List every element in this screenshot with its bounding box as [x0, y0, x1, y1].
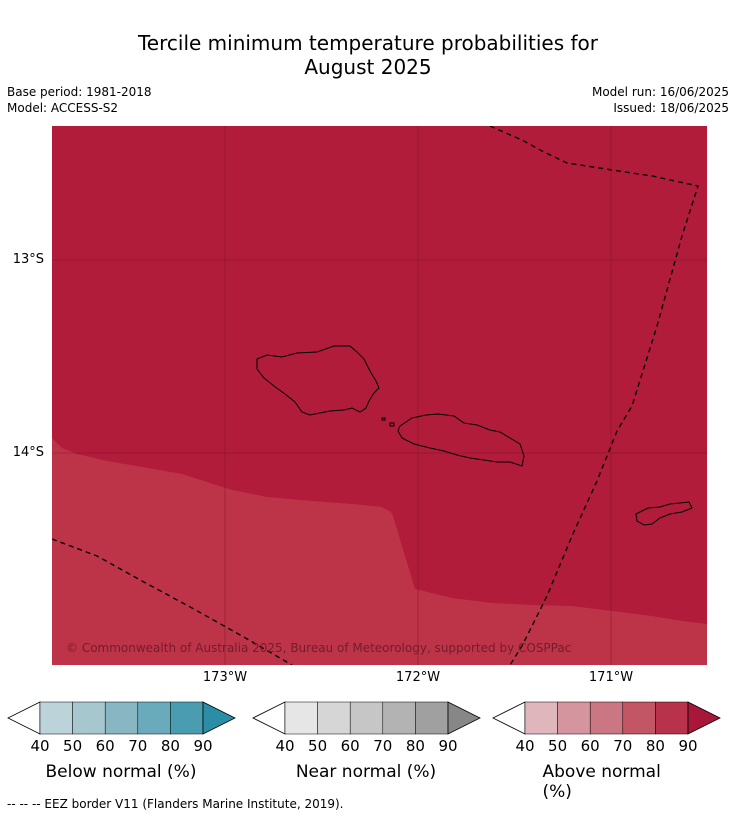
colorbar-title-near: Near normal (%) — [295, 762, 437, 782]
colorbar-tick-label: 70 — [373, 737, 393, 755]
above-70-region — [52, 438, 707, 665]
manono-islet — [381, 417, 386, 421]
colorbar-cell — [284, 701, 318, 735]
graticule — [52, 126, 707, 665]
colorbar-max-triangle — [202, 701, 236, 735]
copyright-notice: © Commonwealth of Australia 2025, Bureau… — [66, 641, 572, 655]
colorbar-tick-label: 60 — [340, 737, 360, 755]
colorbar-tick-label: 80 — [645, 737, 665, 755]
colorbar-cell — [655, 701, 689, 735]
map-svg — [52, 126, 707, 665]
colorbar-tick-label: 60 — [95, 737, 115, 755]
colorbar-cell — [415, 701, 449, 735]
colorbar-cell — [382, 701, 416, 735]
colorbar-min-triangle — [252, 701, 286, 735]
colorbar-min-triangle — [492, 701, 526, 735]
colorbar-cell — [349, 701, 384, 735]
colorbar-cell — [317, 701, 351, 735]
colorbar-tick-label: 90 — [193, 737, 213, 755]
colorbars-svg — [7, 701, 721, 735]
colorbar-below-normal — [7, 701, 236, 735]
colorbar-cell — [104, 701, 139, 735]
colorbar-tick-label: 80 — [405, 737, 425, 755]
issued-date: Issued: 18/06/2025 — [613, 101, 729, 115]
colorbar-cell — [137, 701, 171, 735]
colorbar-title-below: Below normal (%) — [45, 762, 197, 782]
colorbar-tick-label: 90 — [678, 737, 698, 755]
colorbar-near-normal — [252, 701, 481, 735]
eez-border — [52, 126, 699, 665]
map-panel[interactable] — [52, 126, 707, 665]
colorbar-cell — [72, 701, 106, 735]
apolima-islet — [389, 422, 395, 427]
savaii-island — [256, 345, 380, 416]
lat-label-14s: 14°S — [12, 445, 44, 460]
colorbar-tick-label: 70 — [128, 737, 148, 755]
colorbar-title-above: Above normal (%) — [542, 762, 661, 802]
colorbar-tick-label: 60 — [580, 737, 600, 755]
lon-label-173w: 173°W — [202, 670, 248, 685]
colorbar-tick-label: 90 — [438, 737, 458, 755]
colorbar-tick-label: 40 — [515, 737, 535, 755]
colorbar-cell — [524, 701, 558, 735]
colorbar-tick-label: 40 — [30, 737, 50, 755]
colorbar-max-triangle — [687, 701, 721, 735]
colorbar-cell — [39, 701, 73, 735]
colorbar-tick-label: 80 — [160, 737, 180, 755]
colorbar-cell — [557, 701, 591, 735]
coastline-islands — [256, 345, 693, 526]
colorbar-cell — [170, 701, 204, 735]
colorbar-cell — [589, 701, 624, 735]
tutuila-island — [635, 501, 693, 526]
map-title-line2: August 2025 — [304, 55, 432, 79]
colorbar-min-triangle — [7, 701, 41, 735]
colorbar-cell — [622, 701, 656, 735]
colorbar-tick-label: 50 — [308, 737, 328, 755]
lon-label-171w: 171°W — [588, 670, 634, 685]
colorbar-max-triangle — [447, 701, 481, 735]
model-name: Model: ACCESS-S2 — [7, 101, 119, 115]
map-title-line1: Tercile minimum temperature probabilitie… — [137, 31, 599, 55]
base-period: Base period: 1981-2018 — [7, 85, 152, 99]
model-run: Model run: 16/06/2025 — [591, 85, 729, 99]
lat-label-13s: 13°S — [12, 252, 44, 267]
colorbar-tick-label: 40 — [275, 737, 295, 755]
colorbar-tick-label: 70 — [613, 737, 633, 755]
upolu-island — [397, 413, 525, 467]
lon-label-172w: 172°W — [395, 670, 441, 685]
eez-footnote: -- -- -- EEZ border V11 (Flanders Marine… — [7, 797, 344, 811]
colorbar-above-normal — [492, 701, 721, 735]
colorbar-tick-label: 50 — [63, 737, 83, 755]
colorbar-tick-label: 50 — [548, 737, 568, 755]
